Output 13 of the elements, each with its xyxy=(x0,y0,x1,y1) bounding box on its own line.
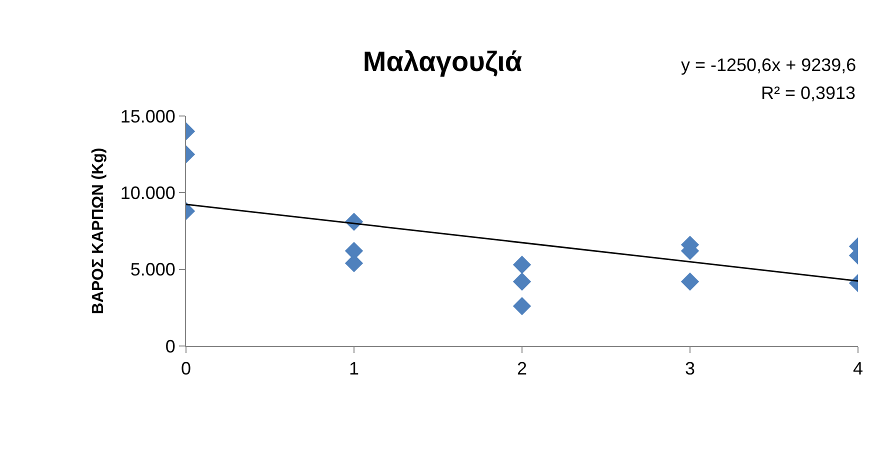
chart-title: Μαλαγουζιά xyxy=(362,46,522,77)
y-tick-label: 0 xyxy=(165,336,176,356)
y-tick-label: 10.000 xyxy=(120,182,176,203)
y-tick-label: 15.000 xyxy=(120,106,176,126)
x-tick-label: 3 xyxy=(684,358,696,379)
x-tick-label: 0 xyxy=(180,358,192,379)
text: R² = 0,3913 xyxy=(761,83,856,103)
text: y = -1250,6x + 9239,6 xyxy=(681,55,856,75)
x-tick-label: 2 xyxy=(516,358,528,379)
y-tick-label: 5.000 xyxy=(130,260,176,280)
y-axis-title: ΒΑΡΟΣ ΚΑΡΠΩΝ (Kg) xyxy=(90,148,108,314)
x-tick-label: 4 xyxy=(852,358,864,379)
x-tick-label: 1 xyxy=(348,358,360,379)
